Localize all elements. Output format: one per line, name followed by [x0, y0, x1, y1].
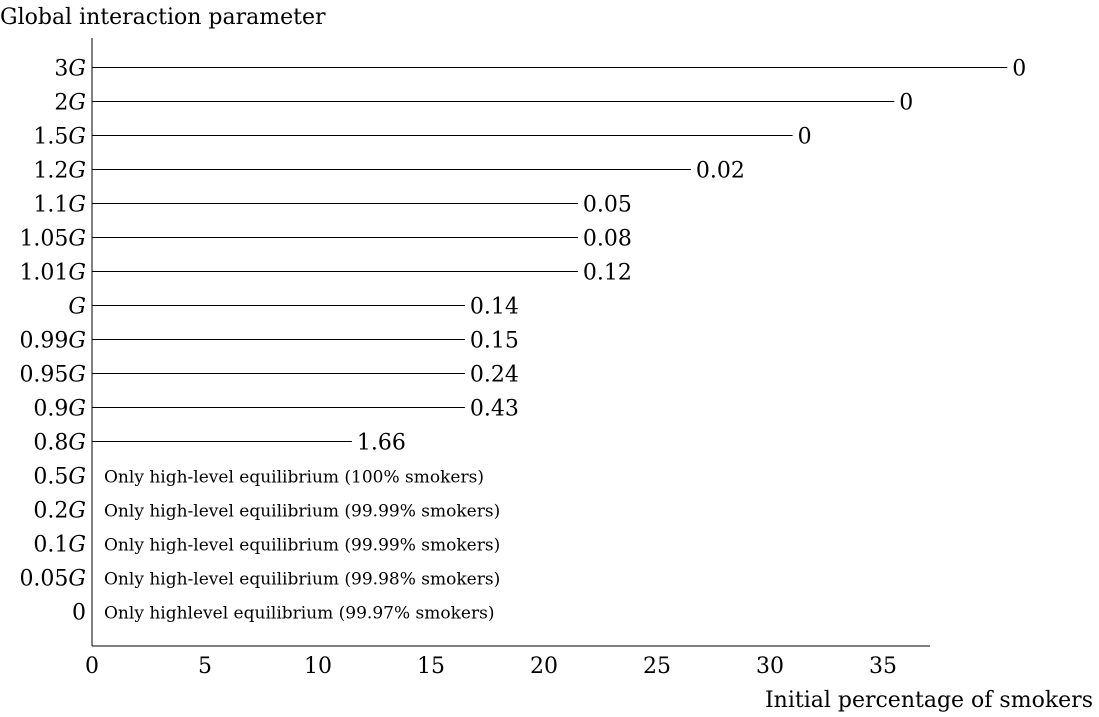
y-tick-symbol: G: [68, 159, 86, 184]
x-axis-title: Initial percentage of smokers: [765, 688, 1093, 713]
x-tick-label: 15: [417, 654, 445, 679]
y-axis-title: Global interaction parameter: [0, 5, 326, 30]
bar-value-label: 0.05: [583, 193, 632, 218]
value-labels: 0 0 0 0.02 0.05 0.08 0.12 0.14 0.15 0.24 0.43 1.66: [357, 57, 1026, 456]
y-tick-coefficient: 1.2: [33, 159, 68, 184]
equilibrium-note: Only high-level equilibrium (99.99% smok…: [104, 502, 500, 522]
y-tick-symbol: G: [68, 261, 86, 286]
y-tick-label: 0.95G: [19, 363, 86, 388]
x-tick-label: 25: [643, 654, 671, 679]
bar-value-label: 0.43: [470, 397, 519, 422]
y-tick-coefficient: 3: [54, 57, 68, 82]
equilibrium-note: Only high-level equilibrium (100% smoker…: [104, 468, 484, 488]
y-tick-symbol: G: [68, 397, 86, 422]
notes: Only high-level equilibrium (100% smoker…: [104, 468, 500, 624]
bars: [92, 67, 1008, 442]
y-tick-coefficient: 0.8: [33, 431, 68, 456]
y-tick-coefficient: 0.1: [33, 533, 68, 558]
y-tick-coefficient: 0.05: [19, 567, 68, 592]
y-tick-coefficient: 1.5: [33, 125, 68, 150]
y-tick-label: 0.05G: [19, 567, 86, 592]
x-tick-label: 0: [85, 654, 99, 679]
x-tick-label: 10: [304, 654, 332, 679]
y-tick-label: 0.1G: [33, 533, 86, 558]
y-tick-label: 1.01G: [19, 261, 86, 286]
equilibrium-note: Only high-level equilibrium (99.98% smok…: [104, 570, 500, 590]
y-tick-symbol: G: [68, 329, 86, 354]
x-tick-label: 35: [869, 654, 897, 679]
y-tick-coefficient: 0.5: [33, 465, 68, 490]
equilibrium-note: Only high-level equilibrium (99.99% smok…: [104, 536, 500, 556]
bar-value-label: 0: [798, 125, 812, 150]
x-tick-label: 20: [530, 654, 558, 679]
x-tick-labels: 0 5 10 15 20 25 30 35: [85, 654, 897, 679]
equilibrium-note: Only highlevel equilibrium (99.97% smoke…: [104, 604, 494, 624]
y-tick-label: 0: [72, 601, 86, 626]
y-tick-label: 1.1G: [33, 193, 86, 218]
y-tick-symbol: G: [68, 533, 86, 558]
y-tick-coefficient: 0.9: [33, 397, 68, 422]
y-tick-label: 2G: [54, 91, 86, 116]
y-tick-coefficient: 0.2: [33, 499, 68, 524]
y-tick-coefficient: 2: [54, 91, 68, 116]
y-tick-symbol: G: [68, 431, 86, 456]
x-tick-label: 30: [756, 654, 784, 679]
y-tick-label: 1.5G: [33, 125, 86, 150]
bar-value-label: 0.24: [470, 363, 519, 388]
y-tick-symbol: G: [68, 227, 86, 252]
bar-value-label: 0.14: [470, 295, 519, 320]
y-tick-label: 1.2G: [33, 159, 86, 184]
y-tick-symbol: G: [68, 91, 86, 116]
y-tick-symbol: G: [68, 465, 86, 490]
y-tick-label: 3G: [54, 57, 86, 82]
bar-value-label: 0.15: [470, 329, 519, 354]
y-tick-coefficient: 1.1: [33, 193, 68, 218]
y-tick-label: 0.99G: [19, 329, 86, 354]
y-tick-symbol: G: [68, 57, 86, 82]
y-tick-symbol: G: [68, 567, 86, 592]
y-tick-coefficient: 0.99: [19, 329, 68, 354]
y-tick-label: 0.8G: [33, 431, 86, 456]
y-tick-symbol: G: [68, 499, 86, 524]
bar-value-label: 0: [1012, 57, 1026, 82]
y-tick-symbol: G: [68, 193, 86, 218]
y-tick-coefficient: 1.05: [19, 227, 68, 252]
y-tick-coefficient: 0: [72, 601, 86, 626]
y-tick-label: 0.5G: [33, 465, 86, 490]
y-tick-coefficient: 0.95: [19, 363, 68, 388]
y-tick-label: 0.2G: [33, 499, 86, 524]
x-tick-label: 5: [198, 654, 212, 679]
bar-value-label: 1.66: [357, 431, 406, 456]
y-tick-symbol: G: [68, 363, 86, 388]
bar-value-label: 0.02: [696, 159, 745, 184]
y-tick-label: 1.05G: [19, 227, 86, 252]
bar-value-label: 0: [899, 91, 913, 116]
y-tick-coefficient: 1.01: [19, 261, 68, 286]
y-tick-symbol: G: [68, 295, 86, 320]
y-tick-symbol: G: [68, 125, 86, 150]
y-tick-labels: 3G2G1.5G1.2G1.1G1.05G1.01GG0.99G0.95G0.9…: [19, 57, 86, 626]
y-tick-label: G: [68, 295, 86, 320]
y-tick-label: 0.9G: [33, 397, 86, 422]
bar-value-label: 0.12: [583, 261, 632, 286]
bar-value-label: 0.08: [583, 227, 632, 252]
